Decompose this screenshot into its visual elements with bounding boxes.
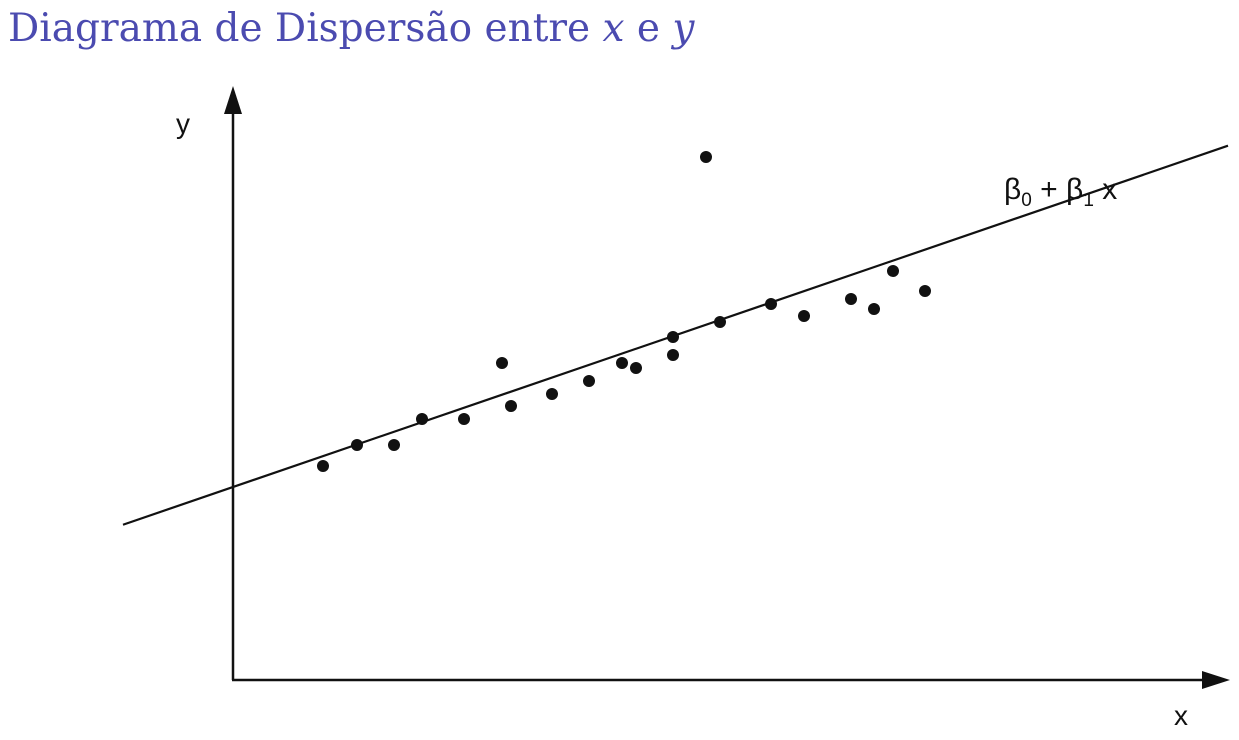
data-point-10 <box>616 357 628 369</box>
data-point-6 <box>496 357 508 369</box>
regression-equation: β0 + β1 x <box>1004 173 1117 211</box>
page-title: Diagrama de Dispersão entre x e y <box>8 6 694 51</box>
data-point-14 <box>700 151 712 163</box>
title-var-x: x <box>602 6 625 51</box>
beta1-symbol: β <box>1066 173 1083 206</box>
beta1-subscript: 1 <box>1083 190 1094 211</box>
data-point-17 <box>798 310 810 322</box>
beta0-symbol: β <box>1004 173 1021 206</box>
data-point-8 <box>546 388 558 400</box>
data-point-7 <box>505 400 517 412</box>
data-point-21 <box>919 285 931 297</box>
data-point-5 <box>458 413 470 425</box>
x-variable: x <box>1094 173 1117 206</box>
beta0-subscript: 0 <box>1021 190 1032 211</box>
data-point-15 <box>714 316 726 328</box>
data-point-12 <box>667 349 679 361</box>
title-text: Diagrama de Dispersão entre <box>8 6 603 51</box>
y-axis-arrow-icon <box>224 86 242 114</box>
data-point-3 <box>388 439 400 451</box>
data-point-20 <box>887 265 899 277</box>
data-point-19 <box>868 303 880 315</box>
data-point-4 <box>416 413 428 425</box>
data-point-18 <box>845 293 857 305</box>
title-var-y: y <box>672 6 695 51</box>
data-point-2 <box>351 439 363 451</box>
data-point-11 <box>630 362 642 374</box>
title-conjunction: e <box>624 6 673 51</box>
data-point-9 <box>583 375 595 387</box>
data-point-13 <box>667 331 679 343</box>
x-axis-label: x <box>1174 700 1188 731</box>
x-axis-arrow-icon <box>1202 671 1230 689</box>
plus-sign: + <box>1032 173 1066 206</box>
data-point-16 <box>765 298 777 310</box>
data-point-1 <box>317 460 329 472</box>
y-axis-label: y <box>176 108 190 139</box>
data-points <box>317 151 931 472</box>
